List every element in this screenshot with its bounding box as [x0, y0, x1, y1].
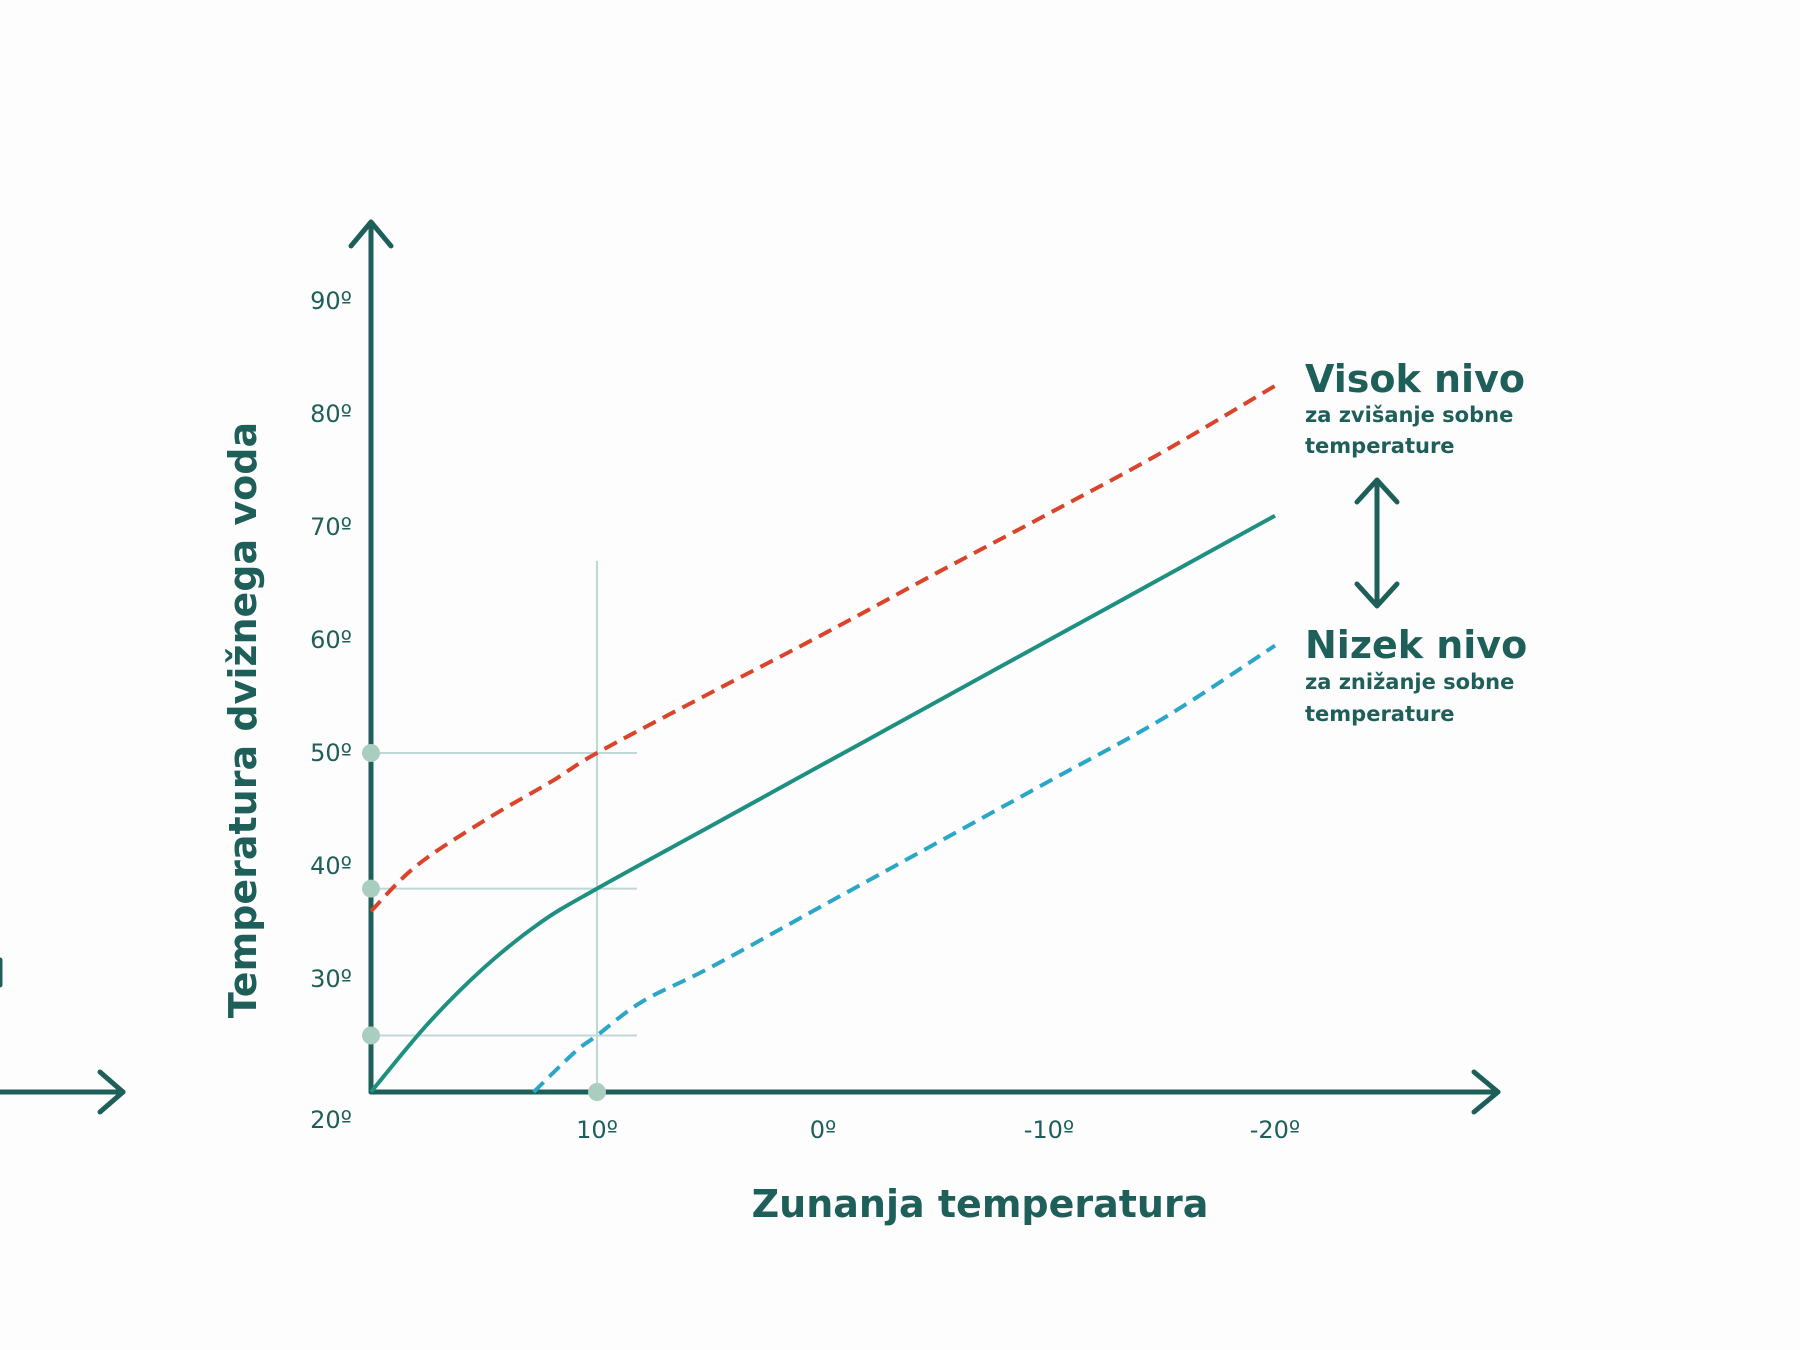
x-axis-arrow-icon [1471, 1069, 1501, 1115]
annotation-high-title: Visok nivo [1305, 357, 1525, 401]
reference-markers [362, 744, 606, 1101]
annotation-high: Visok nivo za zvišanje sobne temperature [1305, 357, 1525, 458]
x-tick-label: 10º [576, 1116, 618, 1144]
y-tick-label: 80º [310, 400, 352, 428]
y-tick-label: 20º [310, 1106, 352, 1134]
y-tick-label: 30º [310, 965, 352, 993]
reference-lines [371, 560, 637, 1092]
annotation-high-line1: za zvišanje sobne [1305, 403, 1513, 427]
series-lines [369, 384, 1277, 1094]
y-reference-marker-0 [362, 744, 380, 762]
y-axis-title: Temperatura dvižnega voda [221, 422, 265, 1018]
double-arrow-icon [1354, 477, 1400, 609]
annotation-low-title: Nizek nivo [1305, 623, 1527, 667]
y-reference-marker-1 [362, 879, 380, 898]
x-reference-marker [588, 1083, 606, 1101]
series-line-low [532, 643, 1277, 1094]
tick-labels: 20º 30º 40º 50º 60º 70º 80º 90º 10º 0º -10º -20º [310, 287, 1300, 1144]
x-tick-label: 0º [810, 1116, 837, 1144]
annotation-low: Nizek nivo za znižanje sobne temperature [1305, 623, 1527, 726]
y-tick-label: 40º [310, 852, 352, 880]
annotation-low-line1: za znižanje sobne [1305, 670, 1514, 694]
y-tick-label: 50º [310, 739, 352, 767]
annotation-low-line2: temperature [1305, 702, 1455, 726]
y-tick-label: 60º [310, 626, 352, 654]
x-axis-title: Zunanja temperatura [752, 1182, 1209, 1226]
y-axis-arrow-icon [348, 219, 394, 249]
series-line-high [369, 384, 1277, 913]
y-tick-label: 70º [310, 513, 352, 541]
left-partial-arrow [0, 957, 126, 1115]
y-reference-marker-2 [362, 1026, 380, 1045]
y-tick-label: 90º [310, 287, 352, 315]
series-line-normal [369, 513, 1276, 1094]
x-tick-label: -10º [1024, 1116, 1075, 1144]
x-tick-label: -20º [1250, 1116, 1301, 1144]
axes [348, 219, 1501, 1115]
annotation-high-line2: temperature [1305, 434, 1455, 458]
